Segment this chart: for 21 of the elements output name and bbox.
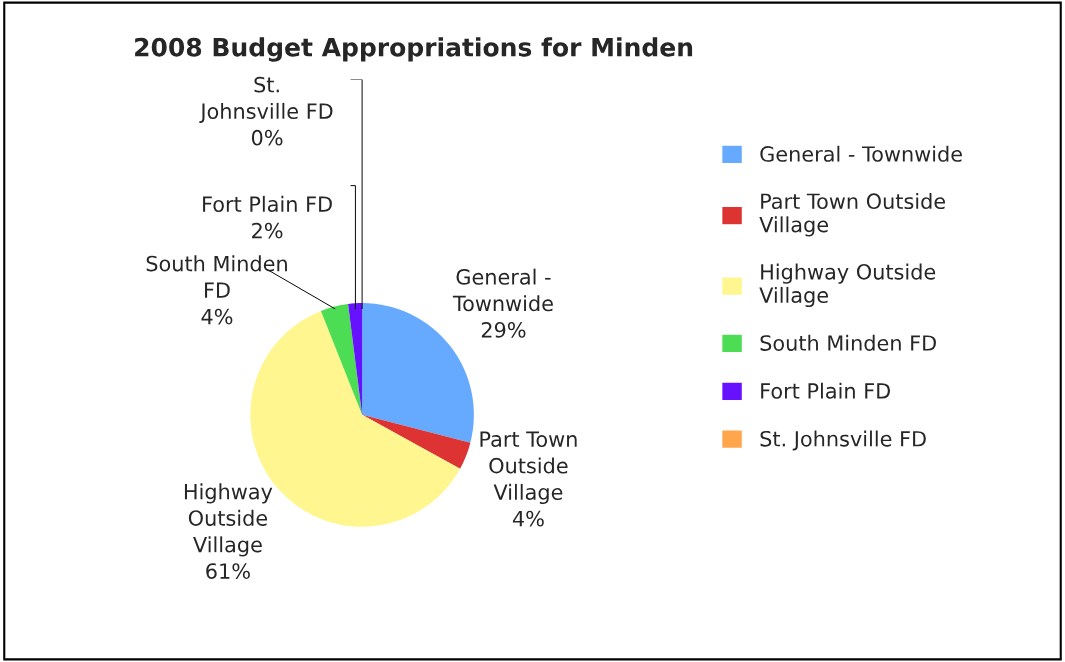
legend-label: Highway Outside Village bbox=[759, 263, 936, 308]
slice-label: General - Townwide bbox=[452, 268, 553, 312]
text: 0% bbox=[251, 129, 283, 146]
slice-label: Highway Outside Village bbox=[184, 483, 273, 557]
slice-label: Part Town Outside Village bbox=[480, 431, 577, 505]
legend-label: Part Town Outside Village bbox=[759, 192, 946, 237]
data-label: 2% bbox=[252, 222, 283, 239]
legend-label: South Minden FD bbox=[760, 334, 936, 351]
category-label: St. Johnsville FD bbox=[199, 76, 333, 123]
data-label: 61% bbox=[206, 563, 250, 579]
data-label: 29% bbox=[481, 321, 526, 338]
slice-label: South Minden FD bbox=[146, 255, 287, 298]
data-label: 4% bbox=[201, 308, 233, 325]
data-label: 4% bbox=[512, 510, 544, 527]
pie-slice bbox=[320, 303, 363, 415]
chart-title: 2008 Budget Appropriations for Minden bbox=[135, 37, 693, 62]
legend-label: St. Johnsville FD bbox=[760, 430, 926, 451]
legend-label: General - Townwide bbox=[760, 145, 962, 162]
pie-slice bbox=[362, 414, 471, 469]
legend-label: Fort Plain FD bbox=[761, 382, 891, 399]
slice-label: Fort Plain FD bbox=[203, 195, 332, 212]
